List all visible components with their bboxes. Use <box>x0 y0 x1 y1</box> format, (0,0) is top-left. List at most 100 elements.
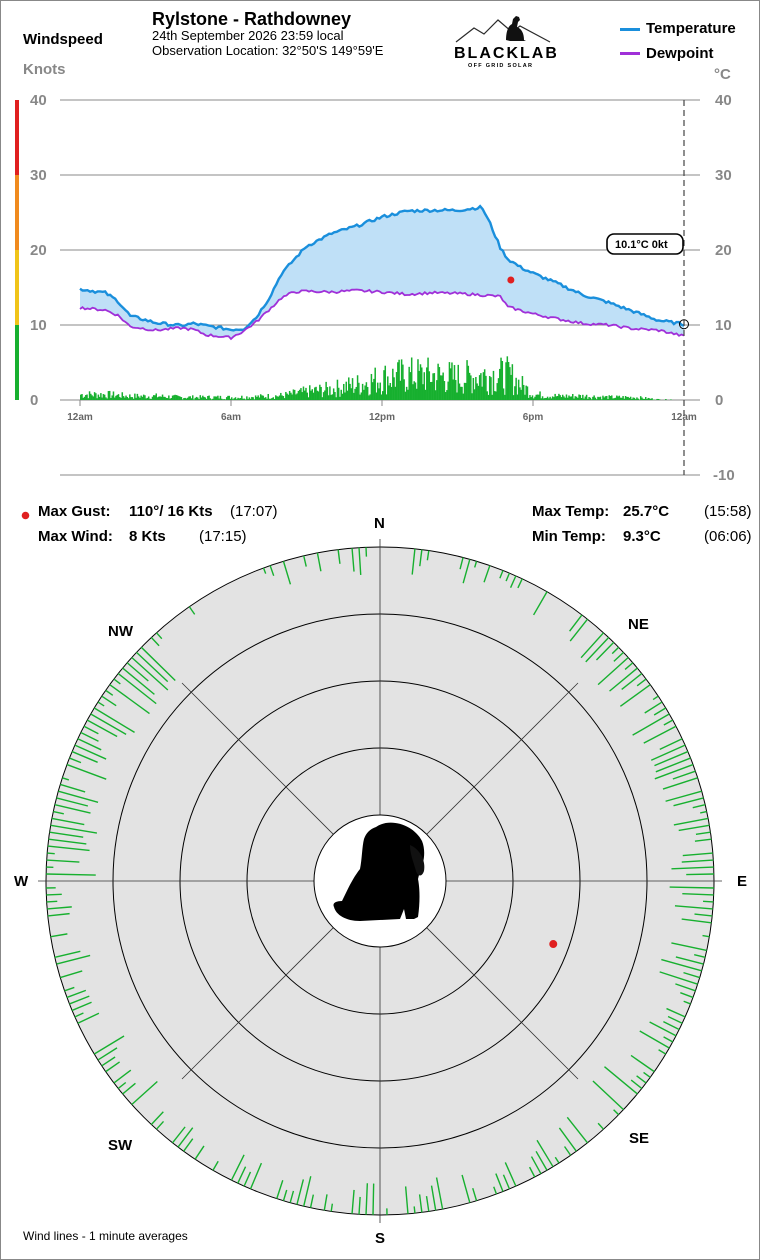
wind-bar <box>310 390 312 400</box>
wind-bar <box>644 397 647 400</box>
wind-bar <box>179 396 181 400</box>
wind-bar <box>111 395 113 400</box>
wind-scale-bar <box>15 100 19 400</box>
wind-direction-line <box>411 548 416 575</box>
wind-bar <box>324 390 326 400</box>
wind-direction-line <box>611 646 620 655</box>
wind-bar <box>564 397 566 400</box>
wind-direction-line <box>504 1162 517 1187</box>
wind-bar <box>309 385 311 400</box>
wind-bar <box>82 397 85 400</box>
wind-direction-line <box>150 1111 164 1125</box>
wind-direction-line <box>695 831 711 836</box>
wind-bar <box>592 396 594 400</box>
wind-bar <box>572 393 574 400</box>
wind-bar <box>453 365 456 400</box>
wind-bar <box>261 395 263 400</box>
wind-direction-line <box>69 757 82 764</box>
current-readout-box: 10.1°C 0kt <box>606 233 684 255</box>
wind-bar <box>241 395 243 400</box>
wind-bar <box>223 399 225 400</box>
wind-bar <box>585 394 588 400</box>
wind-direction-line <box>49 831 84 838</box>
wind-bar <box>448 362 451 400</box>
min-temp-time: (06:06) <box>704 528 752 545</box>
wind-bar <box>306 392 308 400</box>
wind-bar <box>291 394 293 400</box>
compass-label-w: W <box>14 873 29 890</box>
wind-bar <box>258 397 261 400</box>
left-tick-label: 40 <box>30 92 47 109</box>
current-temp-marker <box>679 319 689 330</box>
wind-direction-line <box>566 1116 589 1144</box>
wind-direction-line <box>66 989 87 999</box>
wind-direction-line <box>636 1075 647 1084</box>
wind-direction-line <box>47 912 70 917</box>
wind-bar <box>332 388 335 400</box>
wind-bar <box>412 384 414 400</box>
wind-bar <box>348 377 350 400</box>
wind-bar <box>141 396 144 400</box>
wind-bar <box>239 398 242 400</box>
wind-direction-line <box>77 1012 100 1024</box>
wind-direction-line <box>230 1154 245 1181</box>
wind-direction-line <box>563 1146 572 1156</box>
current-readout-text: 10.1°C 0kt <box>615 239 668 251</box>
wind-direction-line <box>652 695 659 701</box>
wind-bar <box>116 394 118 400</box>
wind-bar <box>584 396 587 400</box>
wind-bar <box>636 397 638 400</box>
compass-spoke <box>426 682 579 835</box>
scale-band <box>15 325 19 400</box>
max-wind-time: (17:15) <box>199 528 247 545</box>
wind-bar <box>624 396 627 400</box>
wind-direction-line <box>663 719 674 726</box>
min-temp-value: 9.3°C <box>623 528 661 545</box>
wind-direction-line <box>675 956 704 965</box>
wind-direction-line <box>117 1081 127 1090</box>
wind-bar <box>311 389 314 400</box>
wind-bar <box>533 398 535 400</box>
wind-bar <box>281 395 283 400</box>
wind-bar <box>590 399 593 400</box>
wind-direction-line <box>109 684 150 715</box>
wind-bar <box>266 398 268 400</box>
wind-direction-line <box>461 1174 471 1203</box>
wind-bar <box>251 396 253 400</box>
wind-direction-line <box>686 873 714 876</box>
wind-bar <box>112 391 115 400</box>
wind-direction-line <box>530 1156 542 1175</box>
wind-bar <box>608 395 610 400</box>
wind-bar <box>359 394 361 400</box>
x-tick-label: 6am <box>221 412 241 423</box>
wind-bar <box>358 382 360 400</box>
wind-direction-line <box>177 1127 194 1148</box>
wind-bar <box>280 392 282 400</box>
wind-bar <box>482 372 485 400</box>
wind-direction-line <box>663 1036 674 1043</box>
wind-direction-line <box>580 632 605 659</box>
wind-bar <box>185 398 188 400</box>
right-tick-label: 20 <box>715 242 732 259</box>
wind-bar <box>234 397 237 400</box>
wind-bar <box>631 399 633 400</box>
wind-bar <box>215 396 218 400</box>
wind-bar <box>334 392 336 400</box>
wind-bar <box>417 359 419 400</box>
temp-dewpoint-fill <box>80 206 684 339</box>
compass-spoke <box>181 927 334 1080</box>
wind-direction-line <box>117 672 157 705</box>
wind-bar <box>371 382 374 400</box>
wind-bar <box>344 392 346 400</box>
right-tick-label: 30 <box>715 167 732 184</box>
wind-bar <box>380 394 383 400</box>
wind-bar <box>387 376 389 400</box>
wind-bar <box>607 399 609 400</box>
wind-bar <box>238 398 241 400</box>
wind-bar <box>490 377 492 400</box>
wind-bar <box>656 398 658 400</box>
wind-bar <box>612 398 614 400</box>
wind-bar <box>548 398 550 400</box>
wind-bar <box>470 375 472 400</box>
